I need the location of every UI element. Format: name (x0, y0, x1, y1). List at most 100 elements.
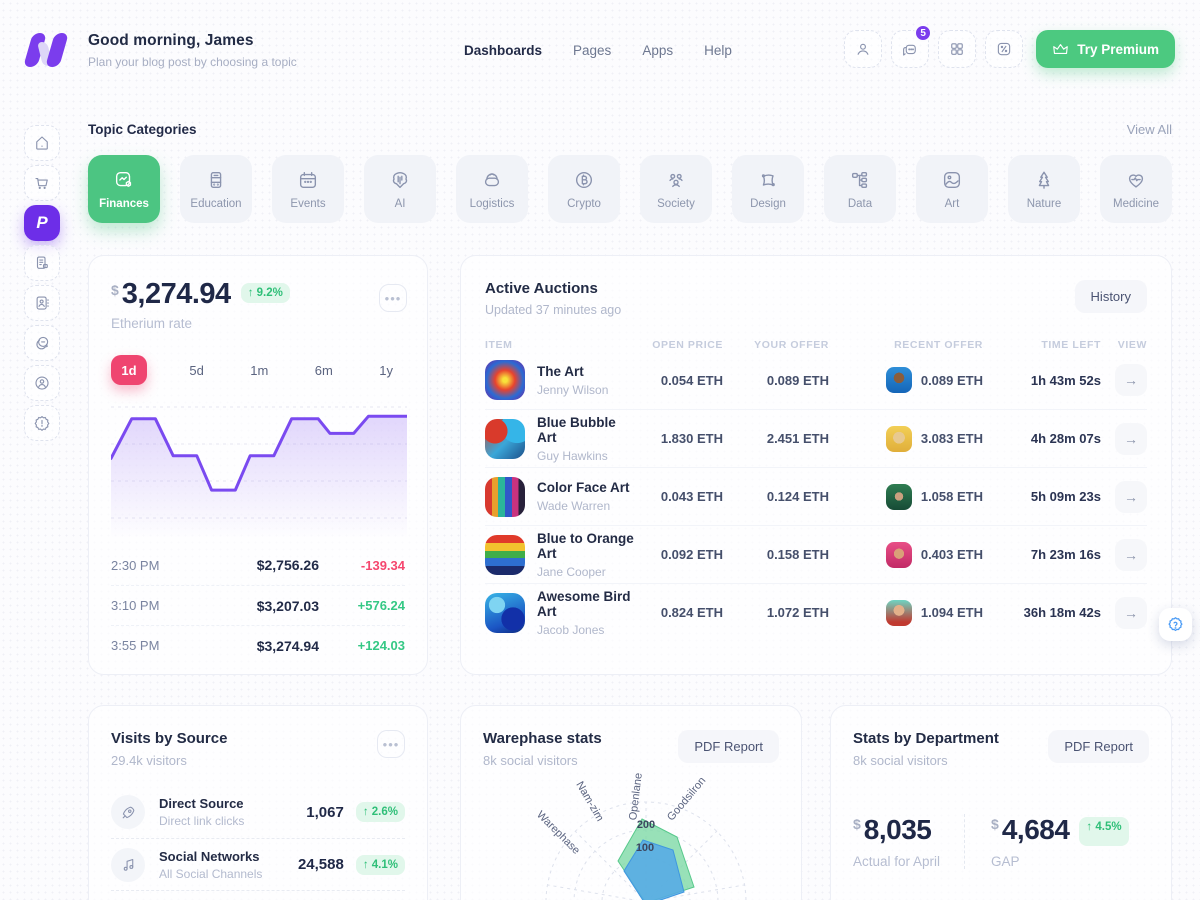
history-row[interactable]: 3:55 PM $3,274.94 +124.03 (111, 625, 405, 665)
change-badge: ↑ 2.6% (355, 802, 405, 822)
sidebar-item-contacts[interactable] (24, 285, 60, 321)
etherium-rate-label: Etherium rate (111, 316, 193, 331)
tile-nature[interactable]: Nature (1008, 155, 1080, 223)
view-auction-button[interactable]: → (1115, 538, 1147, 571)
sidebar-item-payments[interactable]: P (24, 205, 60, 241)
stats-by-department-card: Stats by Department 8k social visitors P… (830, 705, 1172, 900)
history-button[interactable]: History (1074, 280, 1147, 313)
history-row[interactable]: 2:30 PM $2,756.26 -139.34 (111, 557, 405, 573)
tile-data[interactable]: Data (824, 155, 896, 223)
stat-gap: $ 4,684 ↑ 4.5% GAP (991, 814, 1129, 869)
view-auction-button[interactable]: → (1115, 364, 1147, 396)
tile-events[interactable]: Events (272, 155, 344, 223)
nav-pages[interactable]: Pages (573, 43, 612, 58)
etherium-price: 3,274.94 (121, 278, 231, 310)
card-menu-button[interactable]: ••• (379, 284, 407, 312)
tile-education[interactable]: Education (180, 155, 252, 223)
topics-title: Topic Categories (88, 122, 197, 137)
range-6m[interactable]: 6m (314, 362, 333, 378)
ai-icon (392, 171, 408, 188)
range-1m[interactable]: 1m (250, 362, 269, 378)
cart-icon (35, 177, 48, 189)
contacts-icon (36, 296, 49, 310)
auction-row[interactable]: Blue to Orange Art Jane Cooper 0.092 ETH… (485, 525, 1147, 583)
help-button[interactable] (1159, 608, 1192, 641)
range-1d[interactable]: 1d (111, 355, 147, 385)
auction-row[interactable]: The Art Jenny Wilson 0.054 ETH 0.089 ETH… (485, 351, 1147, 409)
view-auction-button[interactable]: → (1115, 422, 1147, 455)
artwork-thumbnail (485, 534, 525, 575)
pdf-report-button[interactable]: PDF Report (1048, 730, 1149, 763)
analytics-button[interactable] (985, 30, 1024, 68)
svg-text:Warephase: Warephase (534, 809, 582, 857)
auctions-updated: Updated 37 minutes ago (485, 303, 622, 317)
tile-society[interactable]: Society (640, 155, 712, 223)
card-menu-button[interactable]: ••• (377, 730, 405, 758)
visit-source-row[interactable]: Email Newsletter (111, 890, 405, 900)
data-icon (851, 171, 868, 188)
sidebar-item-home[interactable] (24, 125, 60, 161)
tile-ai[interactable]: AI (364, 155, 436, 223)
range-5d[interactable]: 5d (189, 362, 204, 378)
help-badge-icon (1168, 617, 1183, 632)
sidebar-item-alerts[interactable] (24, 405, 60, 441)
nav-help[interactable]: Help (704, 43, 732, 58)
visits-by-source-card: Visits by Source 29.4k visitors ••• Dire… (88, 705, 428, 900)
history-row[interactable]: 3:10 PM $3,207.03 +576.24 (111, 585, 405, 625)
view-auction-button[interactable]: → (1115, 480, 1147, 513)
app-logo-icon (23, 28, 72, 72)
medicine-icon (1128, 173, 1144, 188)
notification-badge: 5 (914, 24, 933, 42)
pdf-report-button[interactable]: PDF Report (678, 730, 779, 763)
header: Good morning, James Plan your blog post … (0, 0, 1200, 100)
visits-subtitle: 29.4k visitors (111, 753, 187, 768)
messages-button[interactable]: 5 (891, 24, 933, 68)
auction-row[interactable]: Blue Bubble Art Guy Hawkins 1.830 ETH 2.… (485, 409, 1147, 467)
sidebar-item-messages[interactable] (24, 325, 60, 361)
society-icon (669, 173, 683, 187)
nav-dashboards[interactable]: Dashboards (464, 43, 543, 58)
sidebar-item-invoices[interactable] (24, 245, 60, 281)
auction-row[interactable]: Color Face Art Wade Warren 0.043 ETH 0.1… (485, 467, 1147, 525)
artwork-thumbnail (485, 418, 525, 459)
alert-seal-icon (34, 416, 50, 431)
tile-crypto[interactable]: Crypto (548, 155, 620, 223)
header-actions: 5 Try Premium (844, 24, 1175, 68)
tile-art[interactable]: Art (916, 155, 988, 223)
sidebar: P (24, 125, 60, 441)
stats-icon (998, 42, 1011, 56)
crypto-icon (575, 171, 593, 188)
arrow-right-icon: → (1124, 372, 1138, 388)
change-badge: ↑ 4.1% (355, 854, 405, 875)
bidder-avatar (885, 483, 912, 510)
design-icon (761, 173, 775, 186)
visit-source-row[interactable]: Direct Source Direct link clicks 1,067 ↑… (111, 786, 405, 838)
etherium-line-chart (111, 399, 407, 539)
sidebar-item-profile[interactable] (24, 365, 60, 401)
view-all-link[interactable]: View All (1126, 122, 1172, 137)
user-button[interactable] (844, 30, 883, 68)
svg-text:Openlane: Openlane (627, 772, 645, 821)
tile-medicine[interactable]: Medicine (1100, 155, 1172, 223)
time-range-tabs: 1d 5d 1m 6m 1y (111, 355, 405, 385)
auctions-title: Active Auctions (485, 280, 598, 297)
invoice-icon (36, 256, 48, 269)
view-auction-button[interactable]: → (1115, 596, 1147, 629)
tile-design[interactable]: Design (732, 155, 804, 223)
tile-logistics[interactable]: Logistics (456, 155, 528, 223)
range-1y[interactable]: 1y (379, 362, 393, 378)
user-icon (857, 43, 869, 55)
divider (964, 814, 966, 869)
sidebar-item-shop[interactable] (24, 165, 60, 201)
nature-icon (1038, 171, 1050, 189)
try-premium-button[interactable]: Try Premium (1036, 30, 1175, 68)
tile-finances[interactable]: Finances (88, 155, 160, 223)
arrow-right-icon: → (1124, 488, 1138, 505)
currency-sign: $ (111, 282, 119, 298)
auction-row[interactable]: Awesome Bird Art Jacob Jones 0.824 ETH 1… (485, 583, 1147, 641)
nav-apps[interactable]: Apps (642, 43, 674, 58)
arrow-right-icon: → (1124, 604, 1138, 621)
stat-actual: $ 8,035 Actual for April (853, 814, 941, 869)
visit-source-row[interactable]: Social Networks All Social Channels 24,5… (111, 838, 405, 890)
apps-grid-button[interactable] (938, 30, 977, 68)
